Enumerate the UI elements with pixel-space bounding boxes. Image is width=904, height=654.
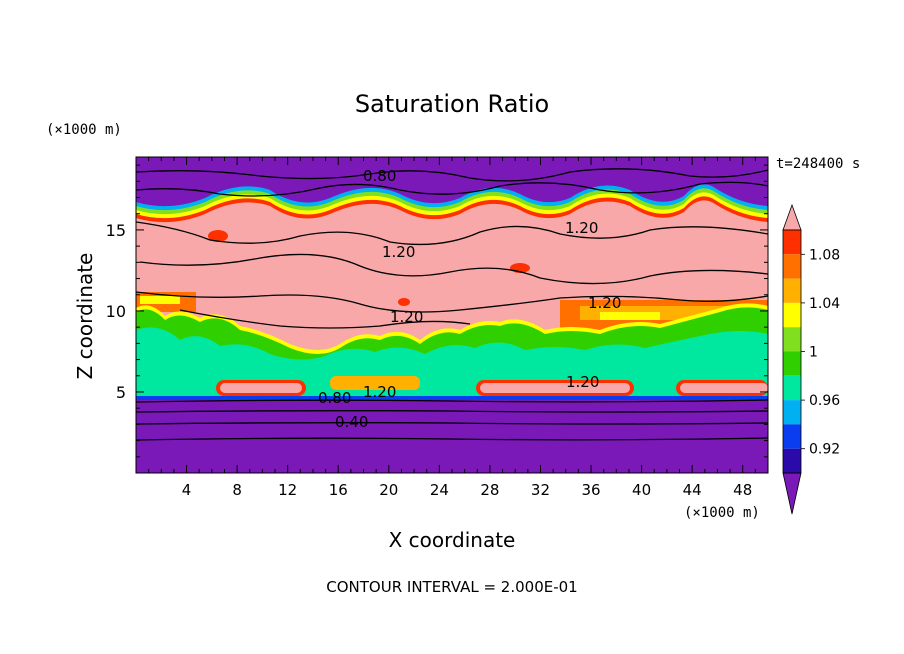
contour-label: 1.20 [382,243,415,261]
colorbar-segment [783,254,801,279]
x-tick-label: 28 [480,481,499,499]
colorbar-tick-label: 1.08 [809,247,840,263]
x-axis: 4 8 12 16 20 24 28 32 36 40 44 48 [135,157,769,499]
colorbar-tick-label: 0.92 [809,442,840,458]
y-tick-label: 15 [106,221,126,240]
colorbar-bottom-arrow [782,472,802,515]
lower-boundary-blue [136,396,768,402]
contour-interval-note: CONTOUR INTERVAL = 2.000E-01 [326,578,577,596]
colorbar-segment [783,424,801,449]
x-tick-label: 8 [232,481,242,499]
contour-labels: 0.80 1.20 1.20 1.20 1.20 1.20 0.80 1.20 … [318,167,621,431]
colorbar-segment [783,375,801,401]
colorbar-segment [783,302,801,328]
colorbar-segment [783,327,801,352]
contour-label: 0.80 [363,167,396,185]
y-unit-label: (×1000 m) [46,122,122,138]
contour-label: 0.40 [335,413,368,431]
lower-saturated-lenses [216,376,768,396]
y-tick-label: 10 [106,302,126,321]
plot-area: 0.80 1.20 1.20 1.20 1.20 1.20 0.80 1.20 … [136,157,768,473]
contour-label: 0.80 [318,389,351,407]
colorbar-segment [783,278,801,303]
colorbar-tick-label: 0.96 [809,393,840,409]
x-tick-label: 24 [430,481,449,499]
colorbar: 0.92 0.96 1 1.04 1.08 [782,203,840,515]
x-unit-label: (×1000 m) [684,505,760,521]
contour-label: 1.20 [566,373,599,391]
x-tick-label: 40 [632,481,651,499]
contour-label: 1.20 [390,308,423,326]
contour-label: 1.20 [588,294,621,312]
colorbar-top-arrow [782,203,802,231]
y-axis-label: Z coordinate [73,253,97,380]
colorbar-tick-label: 1 [809,345,818,361]
x-tick-label: 12 [278,481,297,499]
chart-title: Saturation Ratio [355,90,549,118]
x-tick-label: 16 [329,481,348,499]
contour-lines [136,168,768,441]
contour-label: 1.20 [363,383,396,401]
x-tick-label: 48 [733,481,752,499]
x-tick-label: 32 [531,481,550,499]
time-label: t=248400 s [776,156,860,172]
contour-label: 1.20 [565,219,598,237]
x-tick-label: 44 [683,481,702,499]
y-axis: 5 10 15 [106,164,768,474]
colorbar-segment [783,400,801,425]
x-tick-label: 4 [182,481,192,499]
y-tick-label: 5 [116,383,126,402]
colorbar-tick-label: 1.04 [809,296,840,312]
colorbar-segment [783,448,801,473]
x-axis-label: X coordinate [389,528,516,552]
x-tick-label: 20 [379,481,398,499]
colorbar-segment [783,351,801,376]
x-tick-label: 36 [581,481,600,499]
colorbar-segment [783,230,801,255]
